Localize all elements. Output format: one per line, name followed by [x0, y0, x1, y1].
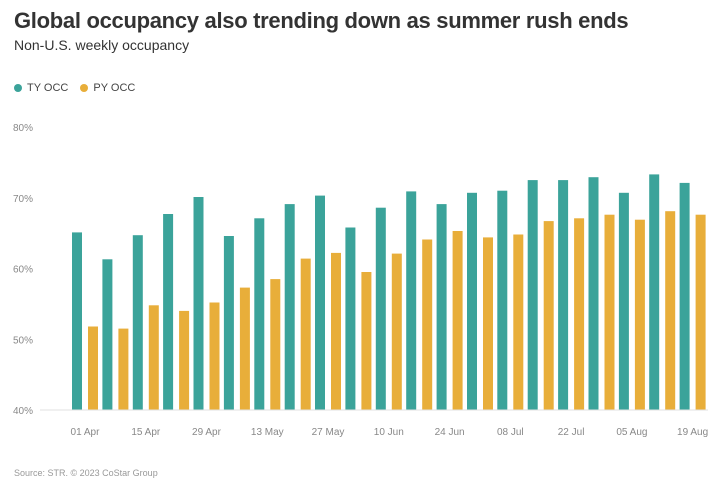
chart-bars [72, 174, 706, 410]
bar-ty-occ [315, 195, 325, 410]
bar-ty-occ [193, 197, 204, 410]
y-tick-label: 40% [13, 406, 33, 417]
x-tick-label: 10 Jun [374, 427, 404, 438]
x-tick-label: 29 Apr [192, 427, 222, 438]
x-tick-label: 24 Jun [435, 427, 465, 438]
bar-ty-occ [436, 204, 447, 410]
bar-ty-occ [558, 180, 569, 410]
bar-py-occ [695, 214, 706, 410]
legend-swatch-ty-occ [14, 84, 22, 92]
x-tick-label: 22 Jul [558, 427, 585, 438]
x-tick-label: 05 Aug [616, 427, 647, 438]
bar-ty-occ [102, 259, 113, 410]
legend-item-py-occ: PY OCC [80, 82, 135, 94]
bar-py-occ [634, 219, 645, 410]
bar-ty-occ [375, 207, 386, 410]
bar-py-occ [270, 279, 281, 410]
bar-ty-occ [467, 192, 477, 410]
bar-py-occ [300, 258, 311, 410]
bar-ty-occ [649, 174, 660, 410]
bar-py-occ [148, 305, 159, 410]
x-axis: 01 Apr 15 Apr 29 Apr 13 May 27 May 10 Jun 24 J… [40, 409, 708, 438]
bar-py-occ [452, 231, 463, 410]
bar-ty-occ [497, 190, 508, 410]
bar-py-occ [88, 326, 98, 410]
legend-item-ty-occ: TY OCC [14, 82, 68, 94]
legend-label-py-occ: PY OCC [93, 82, 136, 94]
source-note: Source: STR. © 2023 CoStar Group [14, 468, 158, 478]
bar-py-occ [179, 310, 190, 410]
bar-py-occ [391, 253, 402, 410]
chart-title: Global occupancy also trending down as s… [14, 8, 629, 33]
legend-swatch-py-occ [80, 84, 89, 92]
x-tick-label: 15 Apr [131, 427, 161, 438]
y-tick-label: 50% [13, 335, 33, 346]
bar-py-occ [604, 214, 615, 410]
chart-legend: TY OCC PY OCC [14, 82, 147, 94]
y-tick-label: 60% [13, 265, 33, 276]
bar-py-occ [209, 302, 220, 410]
bar-py-occ [361, 272, 372, 410]
x-tick-label: 19 Aug [677, 427, 708, 438]
x-tick-label: 27 May [312, 427, 345, 438]
bar-py-occ [239, 287, 250, 410]
bar-ty-occ [679, 182, 690, 410]
bar-ty-occ [345, 227, 356, 410]
bar-py-occ [118, 328, 129, 410]
bar-ty-occ [527, 180, 538, 410]
bar-py-occ [483, 237, 493, 410]
x-tick-label: 13 May [251, 427, 284, 438]
y-tick-label: 70% [13, 194, 33, 205]
bar-ty-occ [132, 235, 143, 410]
legend-label-ty-occ: TY OCC [27, 82, 69, 94]
chart-subtitle: Non-U.S. weekly occupancy [14, 37, 190, 53]
bar-py-occ [513, 234, 524, 410]
bar-ty-occ [72, 232, 82, 410]
bar-py-occ [422, 239, 433, 410]
bar-ty-occ [618, 192, 629, 410]
bar-ty-occ [284, 204, 295, 410]
bar-py-occ [665, 211, 676, 410]
x-tick-label: 08 Jul [497, 427, 524, 438]
bar-ty-occ [588, 177, 599, 410]
bar-py-occ [331, 252, 341, 410]
y-axis: 40% 50% 60% 70% 80% [13, 123, 33, 417]
bar-ty-occ [406, 191, 417, 410]
y-tick-label: 80% [13, 123, 33, 134]
x-tick-label: 01 Apr [71, 427, 101, 438]
bar-ty-occ [254, 218, 265, 410]
bar-ty-occ [163, 214, 174, 410]
bar-py-occ [543, 221, 554, 410]
bar-ty-occ [223, 236, 234, 410]
bar-py-occ [574, 218, 585, 410]
